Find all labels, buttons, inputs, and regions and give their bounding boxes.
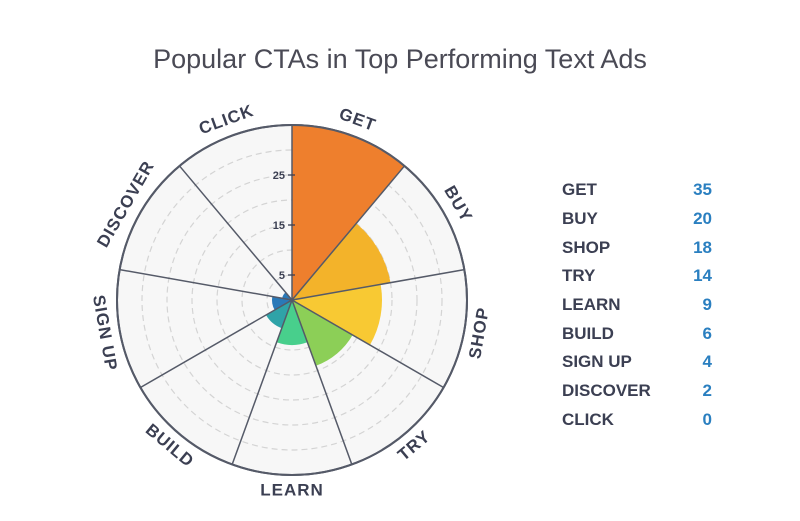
chart-outline xyxy=(116,124,468,476)
legend-row: TRY 14 xyxy=(562,262,712,291)
legend-label: DISCOVER xyxy=(562,381,651,401)
bar-try xyxy=(292,300,353,366)
chart-title: Popular CTAs in Top Performing Text Ads xyxy=(153,44,647,74)
legend-label: LEARN xyxy=(562,295,621,315)
legend-value: 9 xyxy=(702,295,712,315)
spoke xyxy=(291,165,406,301)
grid-circle xyxy=(166,174,418,426)
legend-label: SHOP xyxy=(562,237,611,257)
bar-shop xyxy=(292,284,382,345)
spoke xyxy=(291,299,353,465)
legend-row: LEARN 9 xyxy=(562,291,712,320)
tick-label: 25 xyxy=(273,170,285,182)
spoke xyxy=(291,268,465,301)
legend-row: SHOP 18 xyxy=(562,233,712,262)
bar-learn xyxy=(276,300,308,345)
bar-sign-up xyxy=(272,296,292,310)
legend-value: 35 xyxy=(693,180,712,200)
bars xyxy=(266,125,405,366)
spokes xyxy=(119,125,465,465)
legend-value: 4 xyxy=(702,352,712,372)
radial-ticks: 5 15 25 xyxy=(273,170,295,282)
grid-circle xyxy=(141,149,443,451)
spoke xyxy=(231,299,293,465)
category-label: SHOP xyxy=(465,306,493,361)
legend-label: SIGN UP xyxy=(562,352,632,372)
legend-value: 18 xyxy=(693,237,712,257)
spoke xyxy=(140,299,293,389)
tick-label: 5 xyxy=(279,270,285,282)
legend-row: DISCOVER 2 xyxy=(562,377,712,406)
legend-value: 14 xyxy=(693,266,712,286)
legend-label: GET xyxy=(562,180,597,200)
category-label: LEARN xyxy=(260,480,324,499)
tick-label: 15 xyxy=(273,220,285,232)
value-legend: GET 35 BUY 20 SHOP 18 TRY 14 LEARN 9 BUILD 6 S… xyxy=(562,176,712,434)
legend-row: BUILD 6 xyxy=(562,319,712,348)
spoke xyxy=(119,268,293,301)
spoke xyxy=(178,165,293,301)
legend-label: TRY xyxy=(562,266,596,286)
legend-value: 6 xyxy=(702,323,712,343)
spoke xyxy=(291,299,444,389)
legend-row: BUY 20 xyxy=(562,205,712,234)
legend-row: CLICK 0 xyxy=(562,406,712,435)
legend-label: BUILD xyxy=(562,323,614,343)
legend-label: BUY xyxy=(562,209,598,229)
bar-get xyxy=(292,125,405,300)
legend-value: 2 xyxy=(702,381,712,401)
bar-buy xyxy=(292,223,391,300)
legend-row: SIGN UP 4 xyxy=(562,348,712,377)
legend-row: GET 35 xyxy=(562,176,712,205)
legend-label: CLICK xyxy=(562,409,614,429)
legend-value: 0 xyxy=(702,409,712,429)
bar-build xyxy=(266,300,292,329)
legend-value: 20 xyxy=(693,209,712,229)
category-label: GET xyxy=(337,104,379,135)
